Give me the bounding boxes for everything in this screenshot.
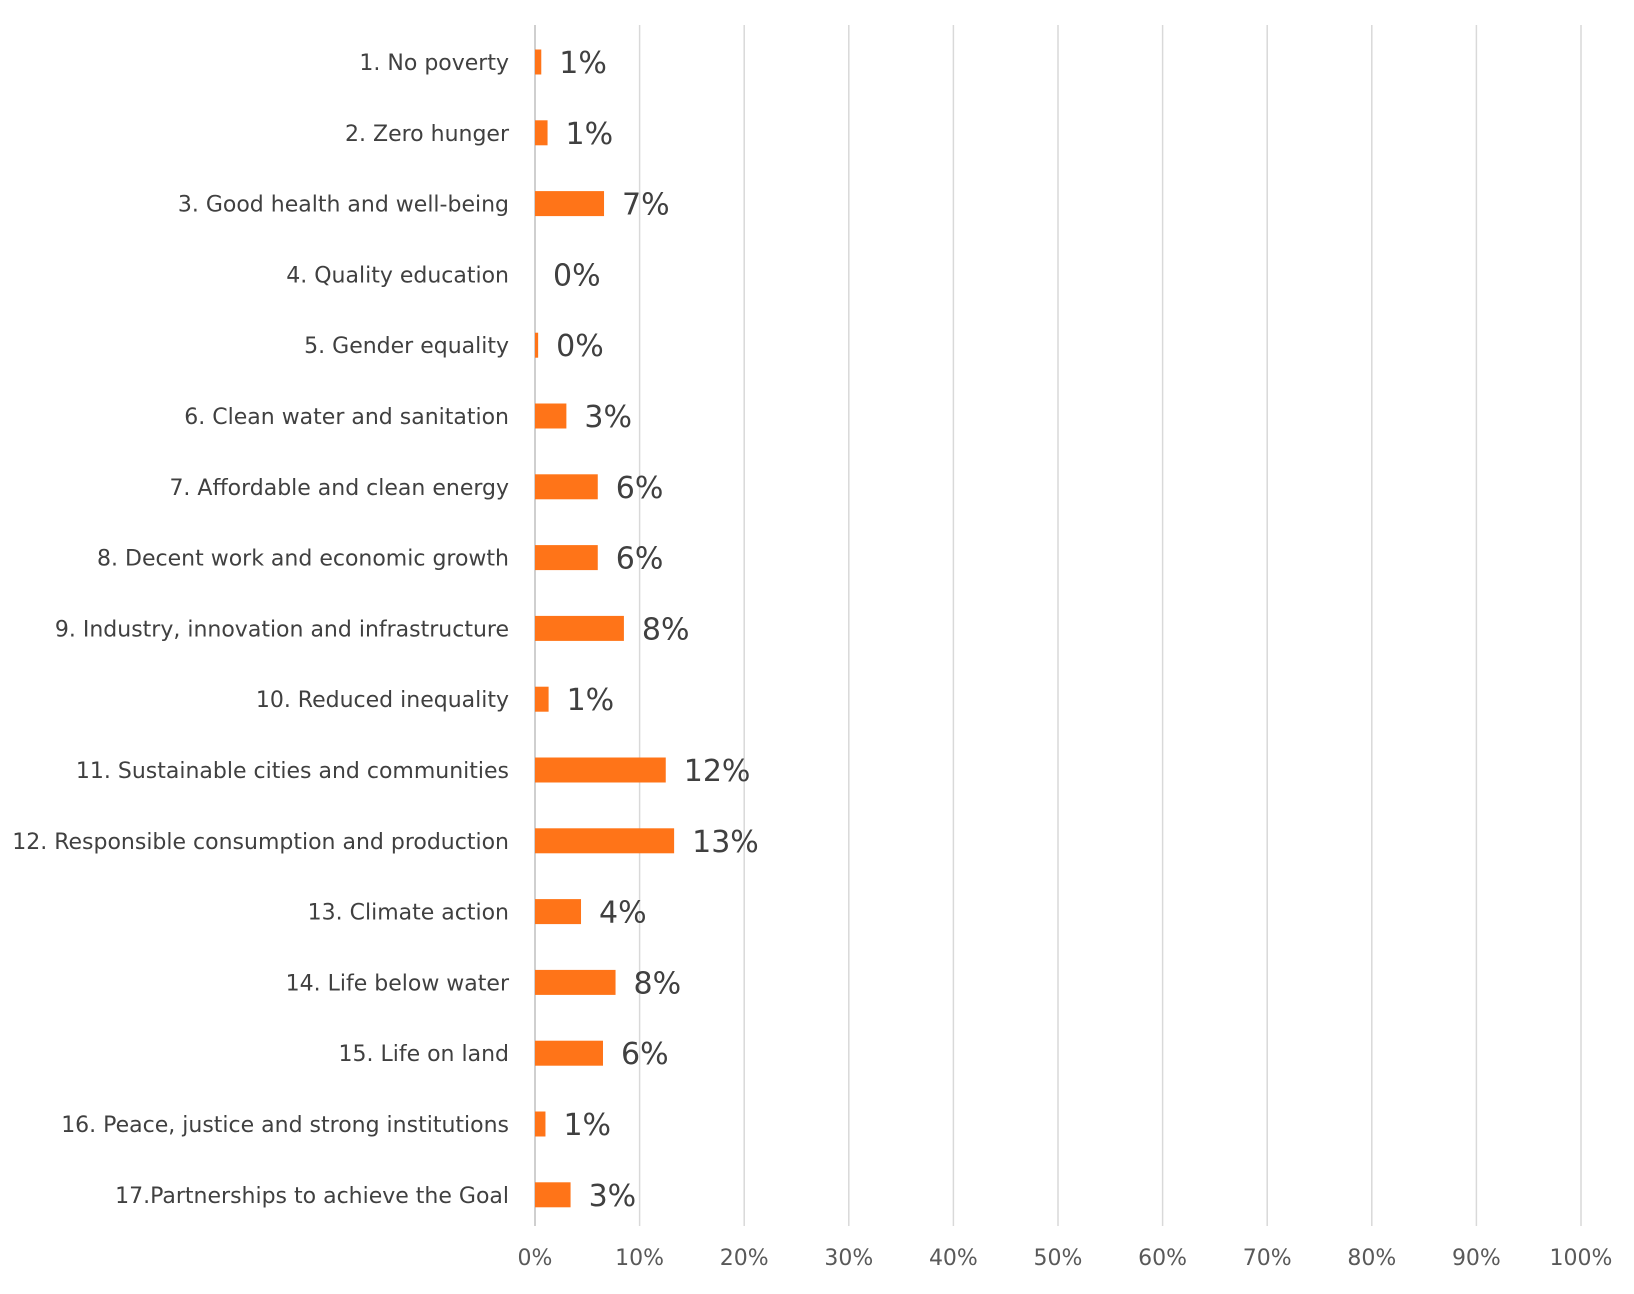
data-label: 3% bbox=[589, 1179, 637, 1214]
x-tick-label: 90% bbox=[1452, 1246, 1501, 1271]
x-tick-label: 30% bbox=[824, 1246, 873, 1271]
category-label: 7. Affordable and clean energy bbox=[169, 476, 509, 501]
bar bbox=[535, 1111, 546, 1137]
category-labels: 1. No poverty 2. Zero hunger 3. Good healt… bbox=[12, 51, 510, 1209]
bars bbox=[535, 49, 675, 1208]
data-label: 6% bbox=[616, 471, 664, 506]
data-label: 4% bbox=[599, 896, 647, 931]
category-label: 5. Gender equality bbox=[304, 334, 509, 359]
bar bbox=[535, 332, 539, 358]
category-label: 6. Clean water and sanitation bbox=[184, 405, 509, 430]
category-label: 4. Quality education bbox=[286, 263, 509, 288]
data-label: 3% bbox=[584, 400, 632, 435]
value-labels: 1% 1% 7% 0% 0% 3% 6% 6% 8% 1% 12% 13% 4% 8% 6% 1% 3% bbox=[553, 46, 759, 1214]
x-tick-label: 70% bbox=[1243, 1246, 1292, 1271]
bar bbox=[535, 120, 548, 146]
bar bbox=[535, 969, 616, 995]
category-label: 13. Climate action bbox=[308, 901, 509, 926]
bar bbox=[535, 49, 542, 75]
data-label: 8% bbox=[642, 612, 690, 647]
category-label: 10. Reduced inequality bbox=[256, 688, 509, 713]
data-label: 7% bbox=[622, 188, 670, 223]
category-label: 3. Good health and well-being bbox=[178, 193, 509, 218]
bar bbox=[535, 403, 567, 429]
bar bbox=[535, 545, 598, 571]
data-label: 1% bbox=[566, 117, 614, 152]
gridlines bbox=[638, 25, 1582, 1226]
data-label: 12% bbox=[684, 754, 751, 789]
category-label: 12. Responsible consumption and producti… bbox=[12, 830, 509, 855]
data-label: 1% bbox=[563, 1108, 611, 1143]
bar bbox=[535, 757, 666, 783]
data-label: 0% bbox=[556, 329, 604, 364]
bar bbox=[535, 615, 624, 641]
bar bbox=[535, 686, 549, 712]
category-label: 1. No poverty bbox=[359, 51, 509, 76]
data-label: 6% bbox=[621, 1037, 669, 1072]
category-label: 15. Life on land bbox=[338, 1042, 509, 1067]
bar bbox=[535, 1182, 571, 1208]
category-label: 17.Partnerships to achieve the Goal bbox=[115, 1184, 509, 1209]
category-label: 8. Decent work and economic growth bbox=[97, 547, 509, 572]
category-label: 16. Peace, justice and strong institutio… bbox=[61, 1113, 509, 1138]
x-tick-label: 50% bbox=[1034, 1246, 1083, 1271]
x-tick-label: 80% bbox=[1347, 1246, 1396, 1271]
category-label: 9. Industry, innovation and infrastructu… bbox=[55, 617, 509, 642]
category-label: 2. Zero hunger bbox=[345, 122, 510, 147]
bar bbox=[535, 1040, 603, 1066]
x-tick-label: 100% bbox=[1550, 1246, 1613, 1271]
category-label: 11. Sustainable cities and communities bbox=[76, 759, 509, 784]
x-tick-label: 10% bbox=[615, 1246, 664, 1271]
x-tick-label: 20% bbox=[720, 1246, 769, 1271]
data-label: 13% bbox=[692, 825, 759, 860]
x-tick-label: 0% bbox=[518, 1246, 553, 1271]
data-label: 8% bbox=[634, 966, 682, 1001]
x-tick-labels: 0% 10% 20% 30% 40% 50% 60% 70% 80% 90% 100% bbox=[518, 1246, 1613, 1271]
data-label: 1% bbox=[559, 46, 607, 81]
category-label: 14. Life below water bbox=[286, 971, 510, 996]
bar bbox=[535, 191, 605, 217]
bar bbox=[535, 828, 675, 854]
bar bbox=[535, 474, 598, 500]
data-label: 1% bbox=[567, 683, 615, 718]
data-label: 0% bbox=[553, 258, 601, 293]
data-label: 6% bbox=[616, 542, 664, 577]
bar bbox=[535, 899, 582, 925]
x-tick-label: 60% bbox=[1138, 1246, 1187, 1271]
x-tick-label: 40% bbox=[929, 1246, 978, 1271]
